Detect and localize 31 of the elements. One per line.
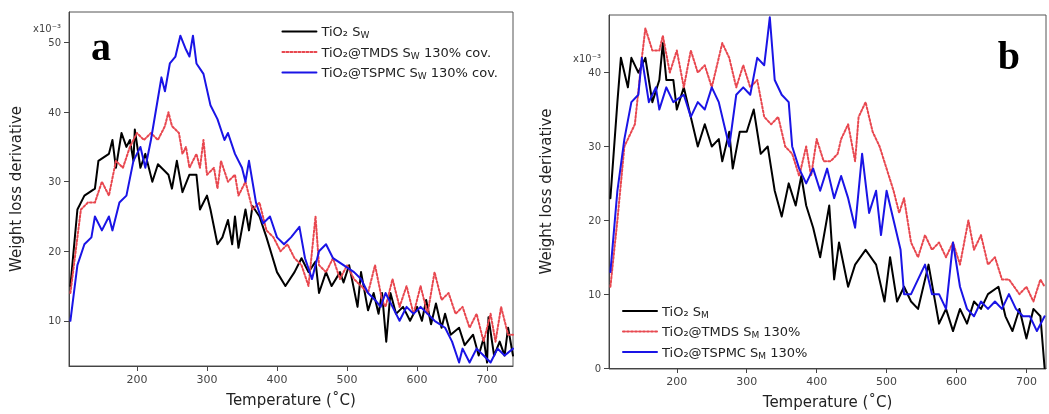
y-axis-title: Weight loss derivative xyxy=(6,105,25,273)
x-tick-label: 700 xyxy=(476,373,498,386)
x-tick-label: 700 xyxy=(1015,375,1037,388)
x-tick-label: 500 xyxy=(336,373,358,386)
y-tick-label: 10 xyxy=(48,315,61,327)
y-tick-label: 30 xyxy=(48,176,61,188)
x-tick-label: 400 xyxy=(806,375,828,388)
y-tick-label: 10 xyxy=(588,288,601,300)
y-tick-label: 40 xyxy=(48,106,61,118)
annotation: b xyxy=(997,32,1020,78)
x-tick-label: 200 xyxy=(126,373,148,386)
x-tick-label: 300 xyxy=(736,375,758,388)
x-axis-title: Temperature (˚C) xyxy=(761,392,893,411)
line-series xyxy=(69,111,514,343)
y-tick-label: 50 xyxy=(48,37,61,49)
x-tick-label: 400 xyxy=(266,373,288,386)
annotation: a xyxy=(91,23,111,69)
text: x10⁻³ xyxy=(33,23,61,35)
x-tick-label: 200 xyxy=(666,375,688,388)
y-axis-title: Weight loss derivative xyxy=(536,108,555,275)
y-tick-label: 20 xyxy=(48,245,61,257)
x-tick-label: 600 xyxy=(946,375,967,388)
x-tick-label: 300 xyxy=(196,373,218,386)
x-tick-label: 600 xyxy=(406,373,428,386)
y-tick-label: 40 xyxy=(588,67,601,79)
x-tick-label: 500 xyxy=(876,375,898,388)
y-tick-label: 0 xyxy=(594,362,601,374)
y-tick-label: 20 xyxy=(588,214,601,226)
x-axis-title: Temperature (˚C) xyxy=(225,390,356,409)
text: x10⁻³ xyxy=(573,53,601,65)
y-tick-label: 30 xyxy=(588,140,601,152)
